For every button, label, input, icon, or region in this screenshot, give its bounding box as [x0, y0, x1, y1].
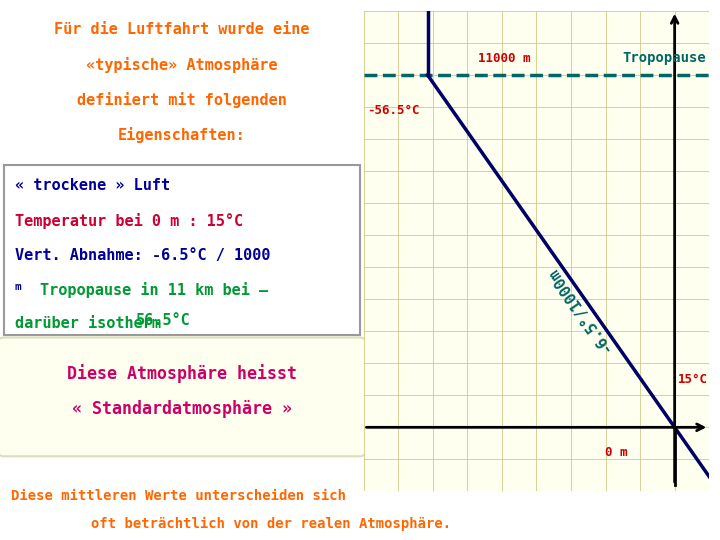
Text: « Standardatmosphäre »: « Standardatmosphäre » [72, 400, 292, 417]
Text: Tropopause: Tropopause [623, 51, 706, 65]
Text: Diese Atmosphäre heisst: Diese Atmosphäre heisst [67, 364, 297, 383]
FancyBboxPatch shape [4, 165, 360, 335]
Text: m: m [14, 282, 22, 292]
FancyBboxPatch shape [0, 338, 367, 456]
Text: -56.5°C: -56.5°C [367, 104, 420, 117]
Text: Diese mittleren Werte unterscheiden sich: Diese mittleren Werte unterscheiden sich [11, 489, 346, 503]
Text: -6.5°/1000m: -6.5°/1000m [544, 264, 613, 354]
Text: oft beträchtlich von der realen Atmosphäre.: oft beträchtlich von der realen Atmosphä… [91, 517, 451, 531]
Text: « trockene » Luft: « trockene » Luft [14, 178, 170, 193]
Text: definiert mit folgenden: definiert mit folgenden [77, 92, 287, 108]
Text: Für die Luftfahrt wurde eine: Für die Luftfahrt wurde eine [54, 22, 310, 37]
Text: 0 m: 0 m [605, 447, 627, 460]
Text: 11000 m: 11000 m [477, 52, 530, 65]
Text: Tropopause in 11 km bei –: Tropopause in 11 km bei – [40, 282, 268, 298]
Text: Eigenschaften:: Eigenschaften: [118, 127, 246, 143]
Text: Vert. Abnahme: -6.5°C / 1000: Vert. Abnahme: -6.5°C / 1000 [14, 248, 270, 264]
Text: darüber isotherm: darüber isotherm [14, 316, 161, 331]
Text: 56.5°C: 56.5°C [136, 313, 191, 328]
Text: 15°C: 15°C [678, 373, 708, 386]
Text: Temperatur bei 0 m : 15°C: Temperatur bei 0 m : 15°C [14, 213, 243, 230]
Text: «typische» Atmosphäre: «typische» Atmosphäre [86, 57, 278, 73]
